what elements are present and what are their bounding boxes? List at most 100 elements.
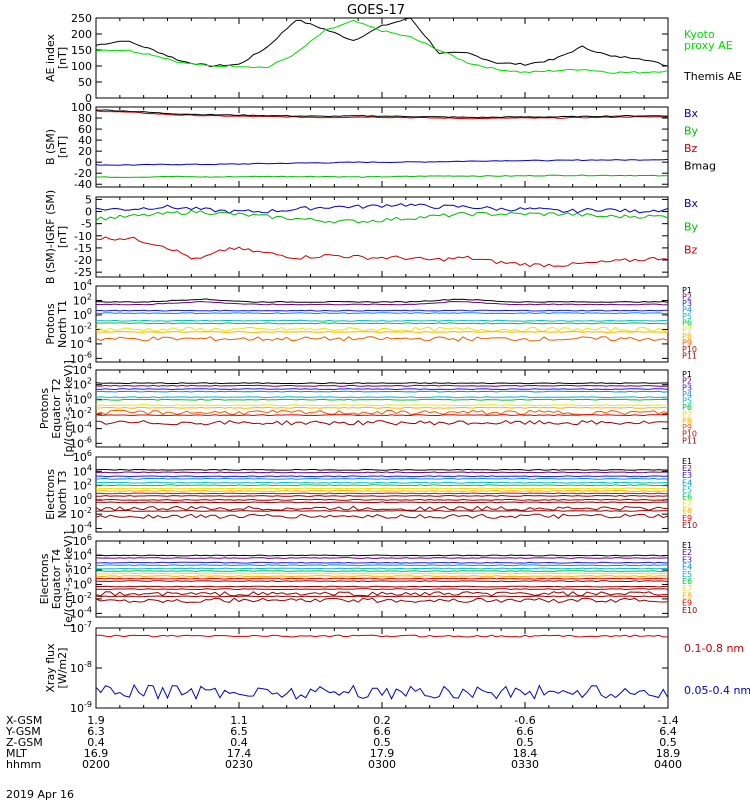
flux-line-P9: [95, 336, 669, 342]
legend-bmag: Bmag: [684, 160, 716, 173]
series-line-bx: [95, 203, 669, 214]
panel-ylabel: ProtonsEquator T2[p/(cm²-s-sr-keV)]: [38, 360, 75, 457]
channel-label-P9: P9: [682, 423, 692, 432]
orbit-row-label: MLT: [6, 747, 27, 760]
channel-label-E4: E4: [682, 478, 692, 487]
y-tick-label: 10-6: [70, 435, 92, 450]
channel-label-E5: E5: [682, 485, 692, 494]
flux-line-E6: [95, 570, 669, 573]
y-tick-label: -40: [74, 178, 92, 191]
flux-line-P1: [95, 298, 669, 303]
channel-label-E10: E10: [682, 521, 697, 530]
flux-line-E10: [95, 591, 669, 597]
series-line-by: [96, 174, 669, 178]
orbit-value: 6.5: [230, 725, 248, 738]
y-tick-label: 102: [73, 292, 92, 307]
y-tick-label: 104: [73, 362, 92, 377]
flux-line-P5: [95, 319, 669, 322]
y-tick-label: 250: [71, 12, 92, 25]
channel-label-E10: E10: [682, 606, 697, 615]
chart-panel-1: AE index[nT]250 200 150 100 50 0 Themis AE Kyot…: [44, 12, 742, 105]
channel-label-P10: P10: [682, 345, 697, 354]
legend-xray-0: 0.1-0.8 nm: [684, 642, 744, 655]
flux-line-E9: [95, 492, 669, 495]
flux-line-E10: [95, 513, 669, 519]
panel-ylabel: ElectronsNorth T3: [44, 469, 69, 520]
orbit-value: 18.9: [656, 747, 681, 760]
orbit-row-label: hhmm: [6, 758, 41, 771]
legend-bx: Bx: [684, 197, 699, 210]
flux-line-E10: [95, 498, 669, 501]
orbit-value: -0.6: [514, 714, 535, 727]
flux-line-E4: [95, 564, 669, 567]
series-line-by: [95, 209, 669, 224]
y-tick-label: 50: [78, 76, 92, 89]
channel-label-P5: P5: [682, 312, 692, 321]
channel-label-P4: P4: [682, 390, 692, 399]
orbit-row-label: X-GSM: [6, 714, 42, 727]
orbit-value: 0330: [511, 758, 539, 771]
y-tick-label: -20: [74, 167, 92, 180]
y-tick-label: 100: [71, 60, 92, 73]
flux-line-E10: [95, 597, 669, 604]
orbit-value: 1.9: [87, 714, 105, 727]
panel-ylabel: B (SM)-IGRF (SM)[nT]: [44, 190, 69, 284]
channel-label-E5: E5: [682, 570, 692, 579]
orbit-value: 0.4: [230, 736, 248, 749]
orbit-value: 0.5: [659, 736, 677, 749]
y-tick-label: 10-4: [70, 336, 92, 351]
y-tick-label: 104: [73, 278, 92, 293]
orbit-table: X-GSMY-GSMZ-GSMMLThhmm1.96.30.416.902001…: [5, 714, 682, 771]
y-tick-label: 100: [73, 391, 92, 406]
flux-line-P11: [95, 419, 669, 426]
flux-line-P8: [95, 330, 669, 333]
channel-label-E7: E7: [682, 500, 692, 509]
orbit-value: 16.9: [84, 747, 109, 760]
y-tick-label: 10-2: [70, 591, 92, 606]
panel-frame: [95, 17, 669, 99]
orbit-value: -1.4: [657, 714, 678, 727]
orbit-value: 6.4: [659, 725, 677, 738]
orbit-value: 0.4: [87, 736, 105, 749]
y-tick-label: 102: [73, 377, 92, 392]
orbit-value: 0.2: [373, 714, 391, 727]
y-tick-label: 0: [85, 156, 92, 169]
channel-label-P1: P1: [682, 286, 692, 295]
y-tick-label: 100: [71, 101, 92, 114]
legend-by: By: [684, 125, 699, 138]
flux-line-E6: [95, 484, 669, 487]
y-tick-label: 10-4: [70, 520, 92, 535]
flux-line-E2: [95, 557, 669, 559]
y-tick-label: -15: [74, 242, 92, 255]
y-tick-label: -10: [74, 230, 92, 243]
flux-line-E4: [95, 477, 669, 480]
channel-label-P2: P2: [682, 377, 692, 386]
y-tick-label: 104: [73, 547, 92, 562]
y-tick-label: 10-2: [70, 506, 92, 521]
channel-label-P1: P1: [682, 370, 692, 379]
y-tick-label: 80: [78, 112, 92, 125]
flux-line-E3: [95, 561, 669, 564]
flux-line-E10: [96, 588, 669, 591]
series-line-bz: [95, 236, 669, 268]
y-tick-label: -25: [74, 266, 92, 279]
flux-line-E5: [95, 567, 668, 570]
flux-line-E8: [95, 575, 669, 578]
channel-label-E1: E1: [682, 541, 692, 550]
y-tick-label: 10-6: [70, 350, 92, 365]
flux-line-P10: [95, 414, 669, 417]
panel-ylabel: ProtonsNorth T1: [44, 300, 69, 348]
legend-themis-ae: Themis AE: [683, 70, 742, 83]
orbit-value: 18.4: [513, 747, 538, 760]
flux-line-P7: [95, 404, 669, 407]
flux-line-P1: [95, 382, 668, 385]
chart-panel-5: ProtonsEquator T2[p/(cm²-s-sr-keV)]10410…: [38, 360, 697, 457]
y-tick-label: 10-4: [70, 421, 92, 436]
y-tick-label: 5: [85, 193, 92, 206]
flux-line-E10: [95, 580, 669, 583]
flux-line-E3: [95, 475, 669, 478]
y-tick-label: 106: [73, 533, 92, 548]
panel-ylabel: AE index[nT]: [44, 33, 69, 82]
